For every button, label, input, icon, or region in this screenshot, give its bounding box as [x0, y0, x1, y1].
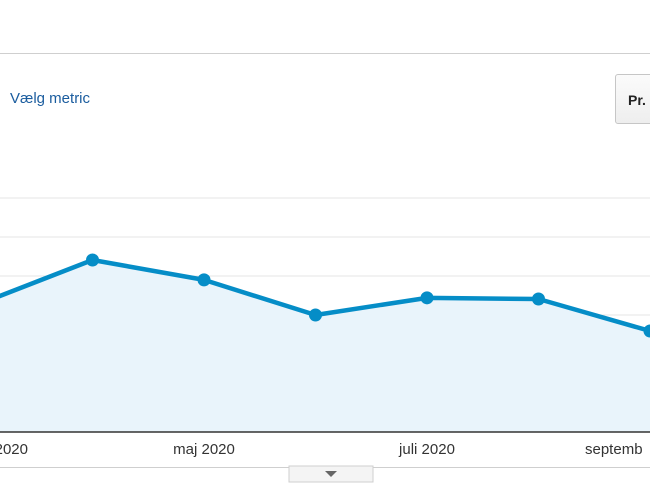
metric-link[interactable]: Vælg metric	[10, 90, 91, 107]
point	[86, 253, 99, 267]
x-tick-label: 2020	[0, 441, 28, 458]
point	[643, 324, 650, 338]
x-tick-label: septemb	[585, 441, 643, 458]
x-tick-label: maj 2020	[173, 441, 235, 458]
point	[197, 273, 211, 287]
x-tick-label: juli 2020	[398, 441, 455, 458]
area	[0, 260, 650, 432]
point	[309, 308, 322, 322]
period-button[interactable]: Pr.	[615, 74, 650, 124]
expand-arrow	[325, 471, 337, 477]
point	[420, 291, 434, 305]
point	[532, 292, 545, 306]
